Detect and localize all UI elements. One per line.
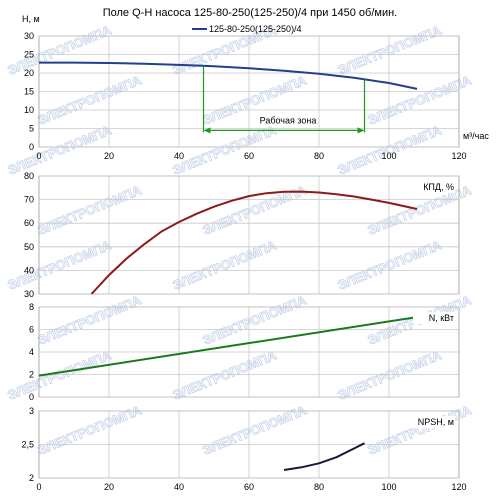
watermark-text: ЭЛЕКТРОПОМПА: [6, 122, 115, 177]
x-tick-label: 40: [174, 151, 184, 161]
series-line-eff: [90, 190, 418, 295]
chart-title: Поле Q-H насоса 125-80-250(125-250)/4 пр…: [103, 7, 398, 19]
work-zone-label: Рабочая зона: [260, 115, 317, 125]
y-tick-label: 6: [29, 325, 34, 335]
y-tick-label: 3: [29, 406, 34, 416]
y-tick-label: 50: [24, 242, 34, 252]
watermark-text: ЭЛЕКТРОПОМПА: [336, 347, 445, 402]
watermark-text: ЭЛЕКТРОПОМПА: [36, 182, 145, 237]
y-axis-label: H, м: [22, 14, 40, 24]
x-tick-label: 60: [244, 151, 254, 161]
y-tick-label: 80: [24, 171, 34, 181]
y-axis-label-bg: [413, 181, 455, 193]
y-tick-label: 60: [24, 218, 34, 228]
series-line-npsh: [283, 442, 365, 471]
watermark-text: ЭЛЕКТРОПОМПА: [201, 292, 310, 347]
legend-label: 125-80-250(125-250)/4: [209, 24, 302, 34]
watermark-text: ЭЛЕКТРОПОМПА: [36, 72, 145, 127]
work-zone-arrowhead-right: [357, 127, 365, 134]
panel-power: 0 2 4 6 8 N, кВт: [29, 302, 460, 402]
watermark-text: ЭЛЕКТРОПОМПА: [171, 237, 280, 292]
x-tick-label: 0: [36, 151, 41, 161]
series-line-qh: [39, 61, 418, 90]
y-tick-label: 0: [29, 392, 34, 402]
y-tick-label: 4: [29, 347, 34, 357]
x-tick-label: 80: [314, 151, 324, 161]
x-tick-label: 60: [244, 482, 254, 492]
watermark-text: ЭЛЕКТРОПОМПА: [336, 237, 445, 292]
y-axis-label-bg: [413, 312, 455, 324]
y-tick-label: 15: [24, 87, 34, 97]
watermark-text: ЭЛЕКТРОПОМПА: [336, 22, 445, 77]
watermark-text: ЭЛЕКТРОПОМПА: [6, 347, 115, 402]
y-tick-label: 25: [24, 50, 34, 60]
series-line-power: [38, 316, 418, 377]
x-tick-label: 40: [174, 482, 184, 492]
y-tick-label: 30: [24, 31, 34, 41]
y-axis-label-bg: [413, 416, 455, 428]
watermark-text: ЭЛЕКТРОПОМПА: [36, 292, 145, 347]
x-tick-label: 100: [381, 151, 396, 161]
y-tick-label: 20: [24, 68, 34, 78]
work-zone-arrowhead-left: [203, 127, 211, 134]
watermark-text: ЭЛЕКТРОПОМПА: [6, 237, 115, 292]
y-axis-label: N, кВт: [429, 313, 454, 323]
x-tick-label: 0: [36, 482, 41, 492]
watermark-group: ЭЛЕКТРОПОМПА ЭЛЕКТРОПОМПА ЭЛЕКТРОПОМПАЭЛЕК…: [5, 22, 475, 458]
y-tick-label: 40: [24, 265, 34, 275]
watermark-text: ЭЛЕКТРОПОМПА: [366, 72, 475, 127]
y-axis-label: КПД, %: [423, 182, 454, 192]
y-tick-label: 2: [29, 473, 34, 483]
x-tick-label: 80: [314, 482, 324, 492]
x-axis-label: м³/час: [463, 131, 489, 141]
panel-eff: 30 40 50 60 70 80 КПД, %: [24, 171, 460, 299]
y-axis-label: NPSH, м: [418, 417, 454, 427]
work-zone-label-bg: [258, 114, 318, 126]
x-tick-label: 100: [381, 482, 396, 492]
y-tick-label: 70: [24, 195, 34, 205]
y-tick-label: 2,5: [21, 440, 34, 450]
panel-npsh: 0 20 40 60 80 100 120 2 2,5 3 NPSH, м: [21, 406, 466, 492]
watermark-text: ЭЛЕКТРОПОМПА: [171, 347, 280, 402]
x-tick-label: 20: [104, 151, 114, 161]
y-tick-label: 2: [29, 370, 34, 380]
y-tick-label: 0: [29, 142, 34, 152]
y-tick-label: 30: [24, 289, 34, 299]
panel-qh: 0 20 40 60 80 100 120 0 5 10 15 20 25 30 H, м 125-80-25…: [22, 14, 489, 161]
y-tick-label: 10: [24, 105, 34, 115]
x-tick-label: 20: [104, 482, 114, 492]
y-tick-label: 8: [29, 302, 34, 312]
watermark-text: ЭЛЕКТРОПОМПА: [201, 182, 310, 237]
x-tick-label: 120: [451, 151, 466, 161]
watermark-text: ЭЛЕКТРОПОМПА: [6, 22, 115, 77]
y-tick-label: 5: [29, 124, 34, 134]
x-tick-label: 120: [451, 482, 466, 492]
